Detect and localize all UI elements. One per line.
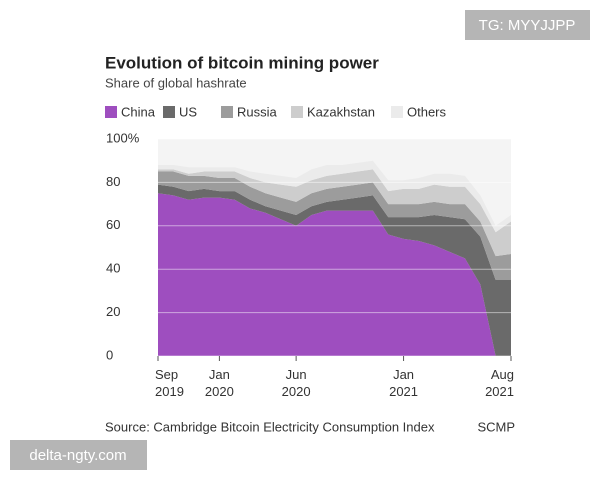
chart-subtitle: Share of global hashrate [105,75,247,90]
legend-swatch [105,106,117,118]
x-tick-label: Aug 2021 [485,367,514,399]
legend-swatch [391,106,403,118]
source: Source: Cambridge Bitcoin Electricity Co… [105,419,435,434]
legend-label: China [121,104,156,119]
chart-title: Evolution of bitcoin mining power [105,53,379,72]
watermark-box [465,10,590,40]
x-tick-label: Jan 2021 [389,367,418,399]
y-tick-label: 0 [106,347,113,362]
watermark-box [10,440,147,470]
watermark: delta-ngty.com [29,447,126,464]
y-tick-label: 40 [106,261,120,276]
legend-label: Others [407,104,447,119]
area [158,184,511,356]
y-tick-label: 100% [106,130,140,145]
x-tick-label: Jan 2020 [205,367,234,399]
legend-label: US [179,104,197,119]
legend-label: Kazakhstan [307,104,375,119]
x-tick-label: Jun 2020 [282,367,311,399]
x-tick-label: Sep 2019 [155,367,184,399]
area [158,169,511,257]
y-tick-label: 80 [106,174,120,189]
legend-label: Russia [237,104,278,119]
credit: SCMP [477,419,515,434]
legend-swatch [221,106,233,118]
y-tick-label: 20 [106,304,120,319]
y-tick-label: 60 [106,217,120,232]
watermark: TG: MYYJJPP [479,17,576,34]
area [158,160,511,233]
legend-swatch [163,106,175,118]
area [158,193,511,356]
legend-swatch [291,106,303,118]
